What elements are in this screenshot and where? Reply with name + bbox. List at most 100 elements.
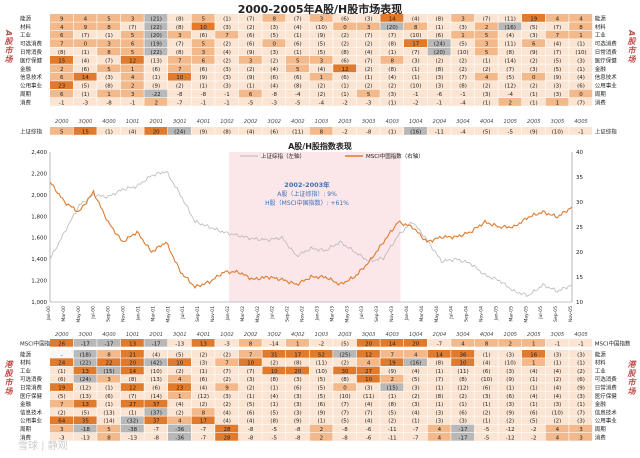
a-table-cell bbox=[569, 22, 593, 31]
a-index-cell-text: -4 bbox=[460, 129, 466, 135]
a-table-quarter-label: 2Q01 bbox=[149, 119, 162, 125]
h-table-cell-text: (6) bbox=[318, 402, 326, 408]
a-table-cell bbox=[333, 22, 357, 31]
h-table-cell-text: 8 bbox=[202, 410, 206, 416]
x-tick-label: Nov-04 bbox=[479, 306, 485, 322]
a-table-cell-text: (3) bbox=[554, 92, 562, 98]
a-table-cell bbox=[356, 98, 380, 106]
h-table-cell-text: -12 bbox=[506, 435, 515, 441]
a-table-cell bbox=[144, 22, 168, 31]
h-table-cell bbox=[498, 433, 522, 441]
a-table-cell-text: -5 bbox=[248, 100, 254, 106]
a-table-cell-text: (7) bbox=[388, 33, 396, 39]
h-table-cell bbox=[356, 399, 380, 408]
y-left-tick-label: 2,200 bbox=[31, 171, 47, 177]
a-table-cell bbox=[522, 56, 545, 64]
a-table-cell bbox=[168, 30, 191, 39]
h-table-cell-text: -2 bbox=[531, 435, 536, 441]
h-index-cell-text: -1 bbox=[555, 341, 560, 347]
a-table-cell-text: (4) bbox=[270, 67, 278, 73]
h-table-cell bbox=[451, 358, 475, 366]
h-table-cell-text: (12) bbox=[198, 394, 209, 400]
h-table-cell bbox=[73, 433, 97, 441]
x-tick-label: Sep-00 bbox=[106, 306, 112, 322]
h-table-cell bbox=[569, 374, 593, 383]
a-index-cell-text: -5 bbox=[507, 129, 513, 135]
a-table-cell bbox=[498, 39, 522, 47]
a-table-cell-text: (6) bbox=[294, 75, 302, 81]
a-table-cell-text: 4 bbox=[131, 75, 135, 81]
a-table-cell-text: -5 bbox=[295, 100, 301, 106]
a-index-cell-text: (8) bbox=[223, 129, 231, 135]
h-table-cell-text: -11 bbox=[388, 427, 397, 433]
h-table-cell bbox=[50, 391, 73, 400]
h-index-cell-text: 14 bbox=[389, 341, 396, 347]
a-table-cell bbox=[474, 22, 498, 31]
a-table-cell-text: -1 bbox=[224, 92, 229, 98]
a-table-cell bbox=[356, 72, 380, 81]
a-table-cell-text: (11) bbox=[505, 42, 516, 48]
h-table-cell-text: 12 bbox=[365, 352, 372, 358]
a-table-cell-text: (2) bbox=[530, 58, 538, 64]
h-table-cell bbox=[238, 383, 262, 391]
a-table-cell bbox=[191, 81, 215, 89]
h-index-cell bbox=[451, 339, 475, 347]
a-table-cell bbox=[545, 22, 569, 31]
h-table-cell-text: (4) bbox=[247, 419, 255, 425]
a-table-cell bbox=[569, 81, 593, 89]
a-table-cell bbox=[333, 56, 357, 64]
h-table-cell bbox=[215, 350, 239, 358]
a-table-cell-text: (1) bbox=[341, 92, 349, 98]
a-index-cell-text: -2 bbox=[342, 129, 347, 135]
h-table-cell bbox=[286, 358, 309, 366]
a-index-cell bbox=[427, 127, 451, 135]
a-table-cell bbox=[474, 89, 498, 98]
a-table-cell bbox=[451, 39, 475, 47]
h-table-cell-text: (1) bbox=[412, 419, 420, 425]
h-table-cell-text: (12) bbox=[457, 386, 468, 392]
h-table-cell-text: (4) bbox=[554, 369, 562, 375]
a-table-row-label-1: 材料 bbox=[20, 23, 32, 31]
h-table-cell-text: 2 bbox=[390, 377, 394, 383]
h-table-cell bbox=[168, 424, 191, 433]
a-table-cell-text: (1) bbox=[294, 33, 302, 39]
h-table-cell-text: (8) bbox=[270, 419, 278, 425]
a-table-cell bbox=[50, 81, 73, 89]
h-table-row-label-1: 材料 bbox=[20, 359, 32, 367]
h-table-cell bbox=[50, 408, 73, 416]
h-table-cell bbox=[356, 391, 380, 400]
h-table-cell-text: (1) bbox=[436, 386, 444, 392]
a-table-cell bbox=[474, 81, 498, 89]
a-table-cell bbox=[238, 47, 262, 56]
a-table-cell bbox=[474, 56, 498, 64]
a-table-quarter-label: 2Q05 bbox=[527, 119, 540, 125]
a-table-cell bbox=[474, 39, 498, 47]
h-table-cell-text: (1) bbox=[388, 394, 396, 400]
a-table-cell bbox=[474, 64, 498, 73]
h-table-cell bbox=[50, 383, 73, 391]
a-table-cell-text: 14 bbox=[389, 16, 396, 22]
h-table-cell bbox=[144, 391, 168, 400]
h-table-cell bbox=[545, 383, 569, 391]
h-table-cell-text: (1) bbox=[530, 402, 538, 408]
a-table-cell bbox=[404, 98, 427, 106]
a-table-cell-text: 8 bbox=[272, 16, 276, 22]
a-table-cell bbox=[168, 56, 191, 64]
a-table-cell bbox=[286, 47, 309, 56]
h-table-cell-text: (8) bbox=[459, 377, 467, 383]
h-table-row-label-8: 公用事业 bbox=[20, 417, 43, 425]
h-table-cell-text: (6) bbox=[294, 386, 302, 392]
a-table-row-label-3: 可选消费 bbox=[20, 40, 43, 48]
a-table-cell-text: 19 bbox=[530, 16, 537, 22]
h-table-cell-text: (10) bbox=[481, 377, 492, 383]
h-table-cell-text: (5) bbox=[58, 394, 66, 400]
h-table-cell-text: (2) bbox=[176, 410, 184, 416]
h-table-cell-text: 10 bbox=[271, 369, 278, 375]
side-label-h-right: 港股市场 bbox=[627, 360, 636, 396]
h-table-cell-text: (1) bbox=[554, 361, 562, 367]
h-table-cell-text: (4) bbox=[223, 419, 231, 425]
h-table-cell-text: (4) bbox=[554, 386, 562, 392]
h-table-cell-text: 35 bbox=[82, 419, 89, 425]
h-table-cell bbox=[333, 399, 357, 408]
a-table-quarter-label: 4Q03 bbox=[385, 119, 398, 125]
